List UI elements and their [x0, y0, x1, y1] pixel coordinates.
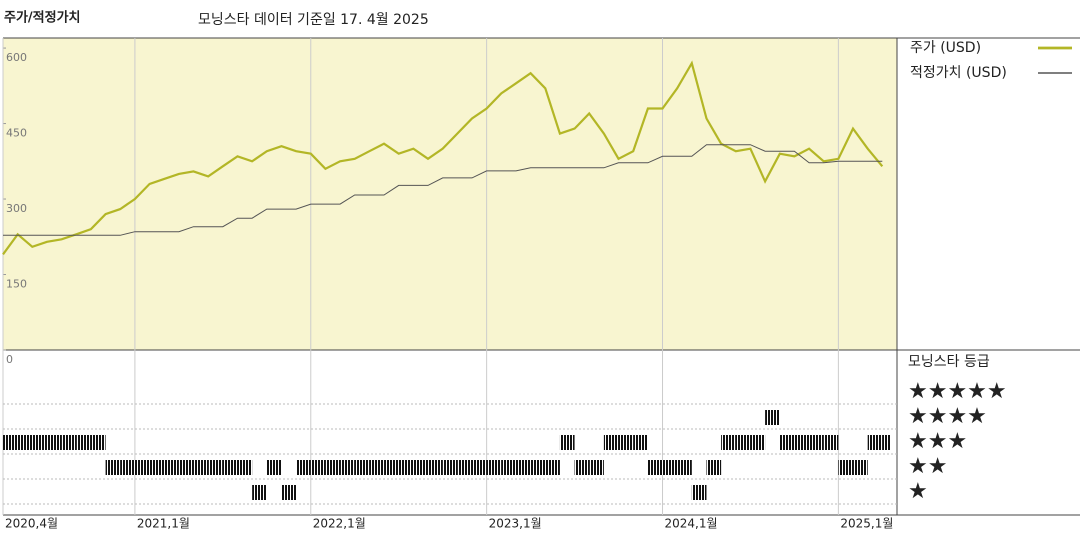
rating-bar	[296, 460, 311, 475]
rating-bar	[384, 460, 399, 475]
y-tick-label: 450	[6, 127, 27, 140]
rating-bar	[515, 460, 531, 475]
rating-bar	[120, 460, 135, 475]
y-tick-label: 600	[6, 51, 27, 64]
y-tick-label: 0	[6, 353, 13, 366]
x-tick-label: 2023,1월	[489, 517, 542, 531]
rating-bar	[310, 460, 326, 475]
rating-bar	[867, 435, 883, 450]
rating-bar	[603, 435, 619, 450]
rating-bar	[589, 460, 604, 475]
series-line	[3, 144, 883, 236]
rating-bar	[413, 460, 429, 475]
rating-bar	[354, 460, 370, 475]
x-tick-label: 2022,1월	[313, 517, 366, 531]
legend-label: 주가 (USD)	[910, 40, 981, 56]
y-tick-label: 300	[6, 202, 27, 215]
rating-bar	[266, 460, 282, 475]
rating-bar	[838, 460, 854, 475]
x-tick-label: 2021,1월	[137, 517, 190, 531]
rating-bar	[134, 460, 150, 475]
rating-bar	[17, 435, 33, 450]
rating-bar	[340, 460, 355, 475]
rating-bar	[809, 435, 824, 450]
x-tick-label: 2025,1월	[840, 517, 893, 531]
chart-subtitle: 모닝스타 데이터 기준일 17. 4월 2025	[198, 12, 429, 28]
rating-bar	[222, 460, 238, 475]
rating-bar	[442, 460, 458, 475]
rating-bar	[252, 485, 267, 500]
rating-bar	[853, 460, 868, 475]
rating-bar	[398, 460, 414, 475]
rating-bar	[559, 435, 575, 450]
rating-bar	[457, 460, 472, 475]
rating-bar	[882, 435, 891, 450]
rating-bar	[779, 435, 795, 450]
rating-bar	[32, 435, 47, 450]
rating-bar	[545, 460, 560, 475]
rating-bar	[178, 460, 194, 475]
rating-bar	[662, 460, 678, 475]
rating-bar	[750, 435, 766, 450]
rating-label: ★★★★★	[908, 379, 1007, 404]
legend-label: 적정가치 (USD)	[910, 65, 1007, 81]
rating-bar	[3, 435, 18, 450]
rating-bar	[471, 460, 487, 475]
rating-bar	[428, 460, 443, 475]
rating-bar	[164, 460, 179, 475]
rating-label: ★	[908, 479, 928, 504]
rating-title: 모닝스타 등급	[908, 354, 990, 370]
rating-bar	[281, 485, 297, 500]
rating-bar	[647, 460, 663, 475]
rating-bar	[208, 460, 223, 475]
rating-bar	[677, 460, 692, 475]
rating-label: ★★★★	[908, 404, 987, 429]
rating-bar	[794, 435, 810, 450]
x-tick-label: 2024,1월	[665, 517, 718, 531]
rating-bar	[823, 435, 839, 450]
rating-bar	[193, 460, 209, 475]
rating-bar	[691, 485, 707, 500]
rating-label: ★★	[908, 454, 947, 479]
rating-bar	[501, 460, 516, 475]
rating-bar	[735, 435, 751, 450]
rating-bar	[46, 435, 62, 450]
rating-bar	[721, 435, 736, 450]
rating-bar	[574, 460, 590, 475]
chart-title: 주가/적정가치	[4, 10, 81, 26]
x-tick-label: 2020,4월	[5, 517, 58, 531]
rating-bar	[90, 435, 106, 450]
rating-area	[3, 350, 897, 515]
plot-area	[3, 38, 897, 350]
rating-bar	[765, 410, 780, 425]
rating-bar	[237, 460, 253, 475]
rating-bar	[369, 460, 385, 475]
rating-bar	[530, 460, 546, 475]
rating-bar	[105, 460, 121, 475]
rating-bar	[486, 460, 502, 475]
series-line	[2, 60, 884, 256]
rating-bar	[633, 435, 648, 450]
rating-label: ★★★	[908, 429, 967, 454]
y-tick-label: 150	[6, 278, 27, 291]
rating-bar	[149, 460, 165, 475]
rating-bar	[706, 460, 722, 475]
rating-bar	[61, 435, 77, 450]
rating-bar	[76, 435, 91, 450]
rating-bar	[325, 460, 341, 475]
rating-bar	[618, 435, 634, 450]
